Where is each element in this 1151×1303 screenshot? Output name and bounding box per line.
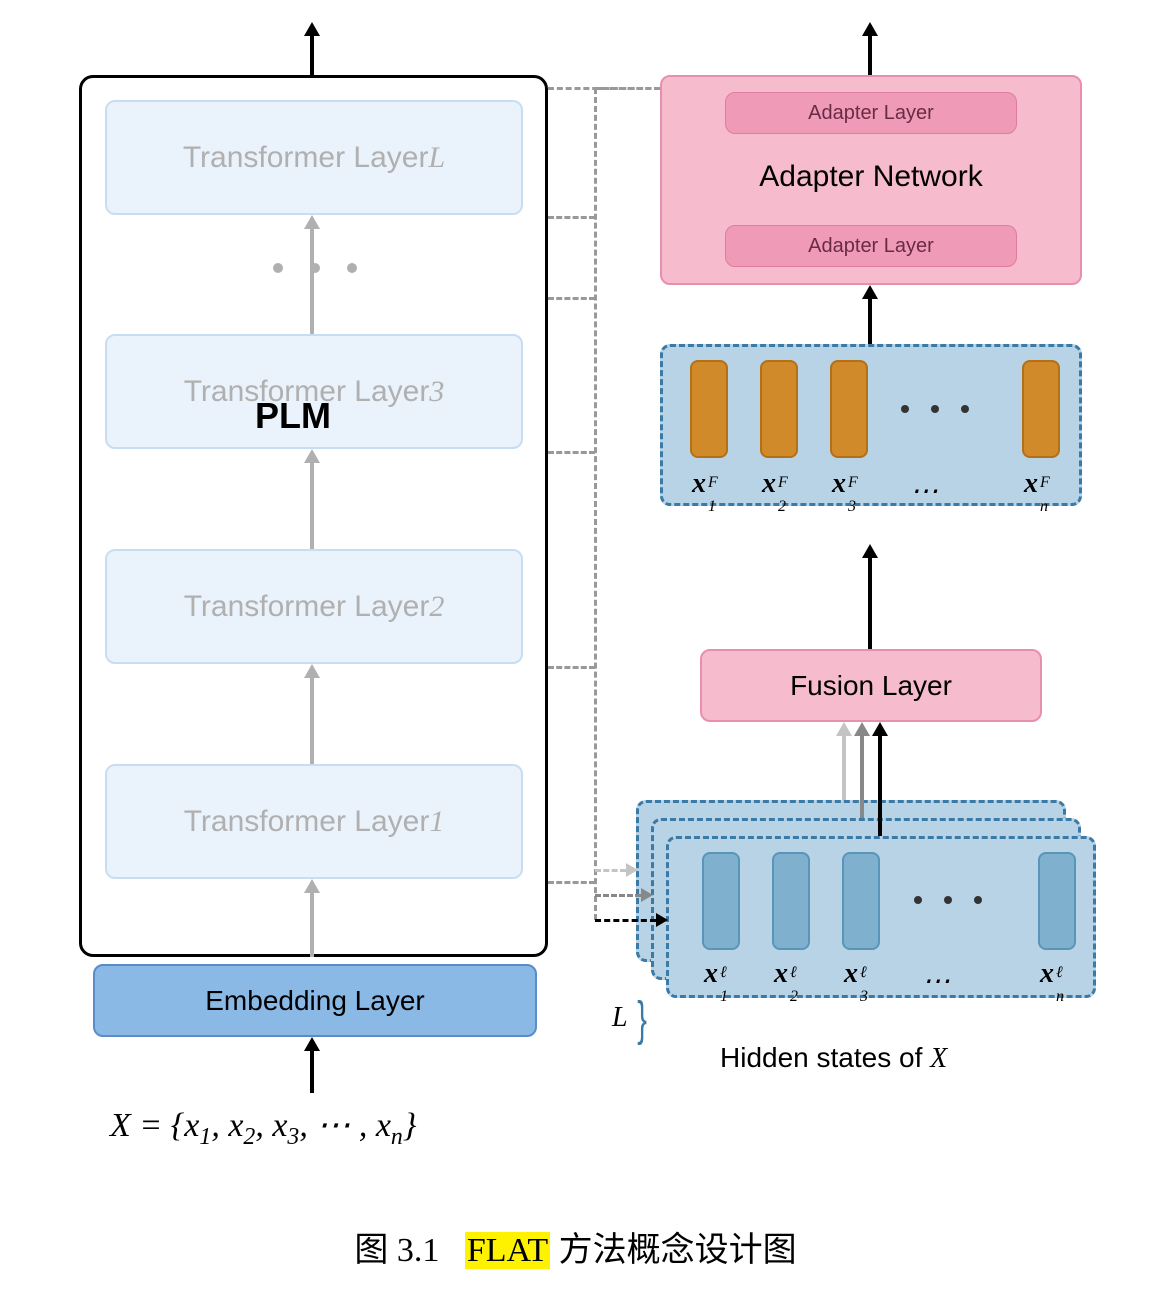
transformer-layer-3: Transformer Layer 1 (105, 764, 523, 879)
token-label: ⋯ (910, 474, 938, 508)
token-label: xFn (1024, 468, 1074, 500)
arrow-shaft (310, 891, 314, 957)
dashed-h (595, 87, 660, 90)
token-label: xℓ2 (774, 958, 824, 990)
dashed-h (548, 666, 595, 669)
adapter-layer-0: Adapter Layer (725, 92, 1017, 134)
arrow-head (862, 22, 878, 36)
arrow-head (304, 664, 320, 678)
fusion-layer: Fusion Layer (700, 649, 1042, 722)
token-label: xℓ1 (704, 958, 754, 990)
arrow-shaft (310, 227, 314, 334)
arrow-head (862, 285, 878, 299)
fused-token-2 (830, 360, 868, 458)
L-label: L (612, 1002, 628, 1034)
hidden-ellipsis-dot (944, 896, 952, 904)
adapter-network-title: Adapter Network (660, 160, 1082, 194)
figure-caption: 图 3.1 FLAT 方法概念设计图 (0, 1222, 1151, 1271)
dashed-arrow-head (656, 913, 668, 927)
arrow-head (304, 215, 320, 229)
arrow-shaft (310, 1049, 314, 1093)
fused-token-0 (690, 360, 728, 458)
hidden-states-label: Hidden states of X (720, 1042, 947, 1075)
hidden-token-2 (842, 852, 880, 950)
dashed-h (548, 297, 595, 300)
adapter-layer-1: Adapter Layer (725, 225, 1017, 267)
hidden-token-1 (772, 852, 810, 950)
dashed-h (548, 451, 595, 454)
dashed-arrow-head (641, 888, 653, 902)
arrow-shaft (310, 34, 314, 75)
arrow-head (304, 22, 320, 36)
arrow-shaft (868, 34, 872, 75)
arrow-shaft (868, 556, 872, 649)
hidden-ellipsis-dot (974, 896, 982, 904)
plm-ellipsis-dot (273, 263, 283, 273)
token-label: xF2 (762, 468, 812, 500)
token-label: ⋯ (922, 964, 950, 998)
token-label: xℓ3 (844, 958, 894, 990)
hidden-token-3 (1038, 852, 1076, 950)
arrow-head (862, 544, 878, 558)
dashed-h (548, 881, 595, 884)
arrow-shaft (860, 734, 864, 818)
arrow-head (872, 722, 888, 736)
dashed-h (548, 216, 595, 219)
plm-label: PLM (255, 395, 331, 437)
fused-ellipsis-dot (901, 405, 909, 413)
dashed-arrow-head (626, 863, 638, 877)
arrow-head (304, 879, 320, 893)
fused-token-1 (760, 360, 798, 458)
arrow-head (836, 722, 852, 736)
dashed-h (595, 919, 656, 922)
fused-token-3 (1022, 360, 1060, 458)
arrow-shaft (310, 676, 314, 764)
token-label: xℓn (1040, 958, 1090, 990)
token-label: xF1 (692, 468, 742, 500)
diagram-canvas: Embedding Layer Transformer Layer L Transf… (0, 0, 1151, 1303)
arrow-head (854, 722, 870, 736)
arrow-head (304, 1037, 320, 1051)
dashed-h (595, 894, 641, 897)
arrow-head (304, 449, 320, 463)
L-brace: } (637, 992, 647, 1047)
arrow-shaft (310, 461, 314, 549)
fused-ellipsis-dot (931, 405, 939, 413)
dashed-h (595, 869, 626, 872)
input-equation: X = {x1, x2, x3, ⋯ , xn} (110, 1105, 416, 1151)
token-label: xF3 (832, 468, 882, 500)
plm-ellipsis-dot (347, 263, 357, 273)
fused-ellipsis-dot (961, 405, 969, 413)
embedding-layer: Embedding Layer (93, 964, 537, 1037)
transformer-layer-2: Transformer Layer 2 (105, 549, 523, 664)
transformer-layer-0: Transformer Layer L (105, 100, 523, 215)
arrow-shaft (842, 734, 846, 800)
hidden-ellipsis-dot (914, 896, 922, 904)
dashed-v (594, 88, 597, 920)
arrow-shaft (878, 734, 882, 836)
hidden-token-0 (702, 852, 740, 950)
arrow-shaft (868, 297, 872, 344)
